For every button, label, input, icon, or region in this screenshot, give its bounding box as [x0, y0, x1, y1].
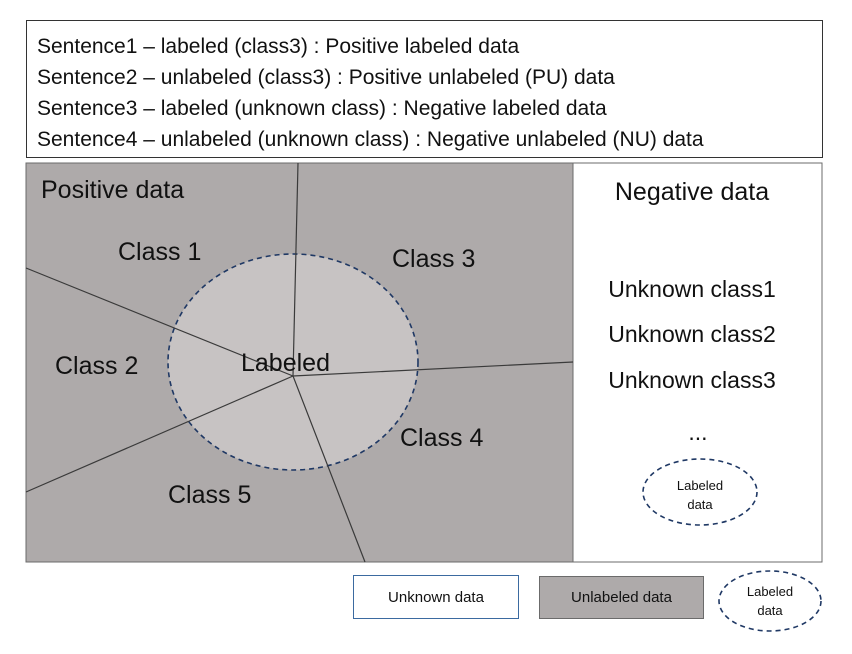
divider-line [25, 375, 294, 493]
sentence-line: Sentence3 – labeled (unknown class) : Ne… [37, 97, 607, 120]
class-label: Class 1 [118, 238, 201, 266]
negative-labeled-text: Labeled [677, 478, 723, 493]
unknown-class-label: Unknown class2 [608, 321, 775, 347]
class-label: Class 2 [55, 352, 138, 380]
sentence-line: Sentence4 – unlabeled (unknown class) : … [37, 128, 704, 151]
unknown-class-label: Unknown class1 [608, 276, 775, 302]
class-label: Class 5 [168, 481, 251, 509]
legend-unlabeled-data: Unlabeled data [539, 576, 704, 619]
ellipsis-label: ... [688, 419, 707, 445]
sentence-line: Sentence2 – unlabeled (class3) : Positiv… [37, 66, 615, 89]
divider-line [292, 162, 299, 377]
legend-labeled-text: Labeled [747, 584, 793, 599]
positive-data-title: Positive data [41, 176, 184, 204]
divider-line [25, 267, 294, 377]
negative-labeled-text: data [687, 497, 713, 512]
class-label: Class 4 [400, 424, 483, 452]
negative-data-title: Negative data [615, 178, 769, 206]
sentence-line: Sentence1 – labeled (class3) : Positive … [37, 35, 520, 58]
class-label: Class 3 [392, 245, 475, 273]
negative-labeled-ellipse [642, 458, 758, 526]
class-dividers [25, 162, 574, 563]
unknown-class-label: Unknown class3 [608, 367, 775, 393]
legend-unlabeled-label: Unlabeled data [571, 589, 672, 606]
divider-line [292, 361, 574, 377]
sentence-description-box: Sentence1 – labeled (class3) : Positive … [26, 20, 823, 158]
legend-labeled-text: data [757, 603, 783, 618]
legend-unknown-data: Unknown data [353, 575, 519, 619]
legend-labeled-ellipse [718, 570, 822, 632]
divider-line [292, 375, 366, 563]
legend-unknown-label: Unknown data [388, 588, 484, 606]
labeled-label: Labeled [241, 349, 330, 377]
